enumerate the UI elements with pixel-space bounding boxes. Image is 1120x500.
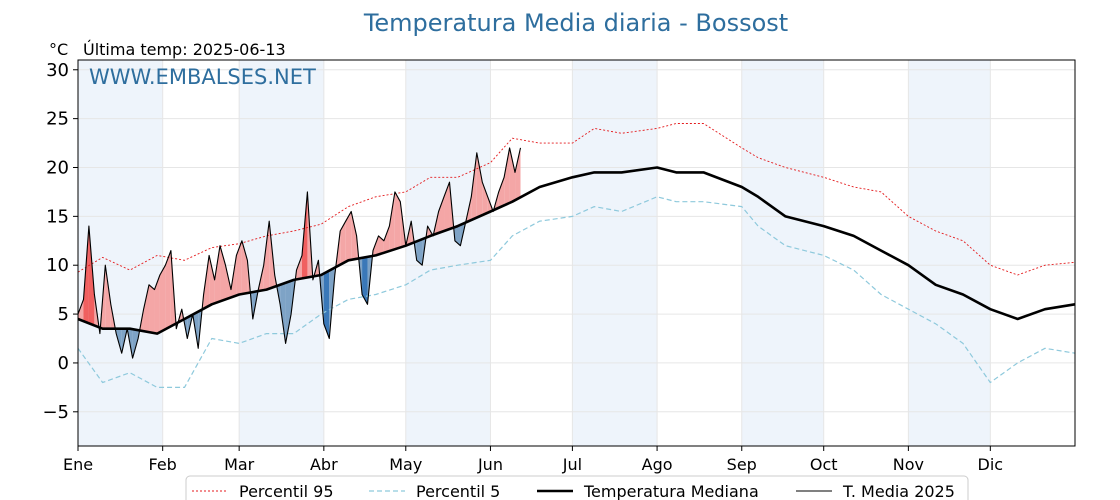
x-tick-label: Nov [893,455,924,474]
y-tick-label: 5 [58,304,69,325]
x-axis: Ene Feb Mar Abr May Jun Jul Ago Sep Oct Nov Dic [63,446,1003,474]
x-tick-label: Abr [310,455,338,474]
x-tick-label: Ene [63,455,93,474]
month-band [908,60,991,446]
series-line-p5 [77,196,1076,388]
legend-label-median: Temperatura Mediana [583,482,759,500]
month-bands [78,60,991,446]
legend: Percentil 95 Percentil 5 Temperatura Media… [185,475,969,500]
above-median-fill [509,147,516,203]
above-median-fill [143,284,150,333]
above-median-fill [340,221,346,265]
x-tick-label: Oct [810,455,838,474]
month-band [572,60,658,446]
below-median-fill [323,270,330,339]
above-median-fill [159,265,166,333]
below-median-fill [362,256,368,305]
y-tick-label: 0 [58,353,69,374]
month-band [78,60,163,446]
above-median-fill [220,245,226,302]
y-tick-label: 25 [46,109,69,130]
above-median-fill [241,240,248,295]
above-median-fill [105,265,111,329]
above-median-fill [78,299,84,322]
above-median-fill [438,196,445,233]
above-median-fill [296,255,302,280]
above-median-fill [263,221,270,291]
y-tick-label: −5 [42,402,69,423]
x-tick-label: Jul [562,455,582,474]
above-median-fill [214,245,221,304]
above-median-fill [209,255,215,306]
x-tick-label: Jun [477,455,503,474]
x-tick-label: Ago [642,455,673,474]
y-tick-label: 30 [46,60,69,81]
above-median-fill [482,182,488,216]
x-tick-label: Feb [149,455,177,474]
above-median-fill [378,235,384,255]
above-median-fill [504,147,510,206]
series-line-median [77,166,1076,335]
y-tick-label: 20 [46,157,69,178]
above-median-fill [476,152,483,218]
series-line-current [77,147,522,359]
below-median-fill [280,282,286,344]
month-band [741,60,824,446]
below-median-fill [416,239,423,266]
above-median-fill [345,211,352,262]
below-median-fill [454,224,461,246]
x-tick-label: Sep [727,455,757,474]
x-tick-label: Dic [978,455,1004,474]
legend-label-current: T. Media 2025 [842,482,955,500]
below-median-fill [285,280,292,344]
above-median-fill [515,147,521,201]
above-median-fill [154,274,160,334]
plot-frame [77,59,1076,447]
above-median-fill [351,211,357,260]
above-median-fill [236,240,242,296]
x-tick-label: May [389,455,422,474]
legend-frame [185,475,969,500]
x-tick-label: Mar [224,455,255,474]
legend-label-p95: Percentil 95 [239,482,334,500]
above-median-fill [389,191,395,252]
above-median-fill [394,191,401,250]
chart-title: Temperatura Media diaria - Bossost [363,9,788,37]
y-unit-label: °C [49,40,68,59]
above-median-fill [471,152,477,221]
above-median-fill [383,226,390,253]
watermark-text: WWW.EMBALSES.NET [89,65,316,89]
above-median-fill [88,226,95,326]
y-tick-label: 10 [46,255,69,276]
above-median-fill [165,250,171,330]
below-median-fill [132,329,139,359]
last-temp-label: Última temp: 2025-06-13 [83,40,286,59]
series-lines [77,123,1076,388]
above-median-fill [149,284,155,334]
y-axis: 30 25 20 15 10 5 0 −5 [42,60,78,423]
legend-label-p5: Percentil 5 [416,482,500,500]
above-median-fill [498,177,505,208]
y-tick-label: 15 [46,206,69,227]
series-line-p95 [77,123,1076,276]
